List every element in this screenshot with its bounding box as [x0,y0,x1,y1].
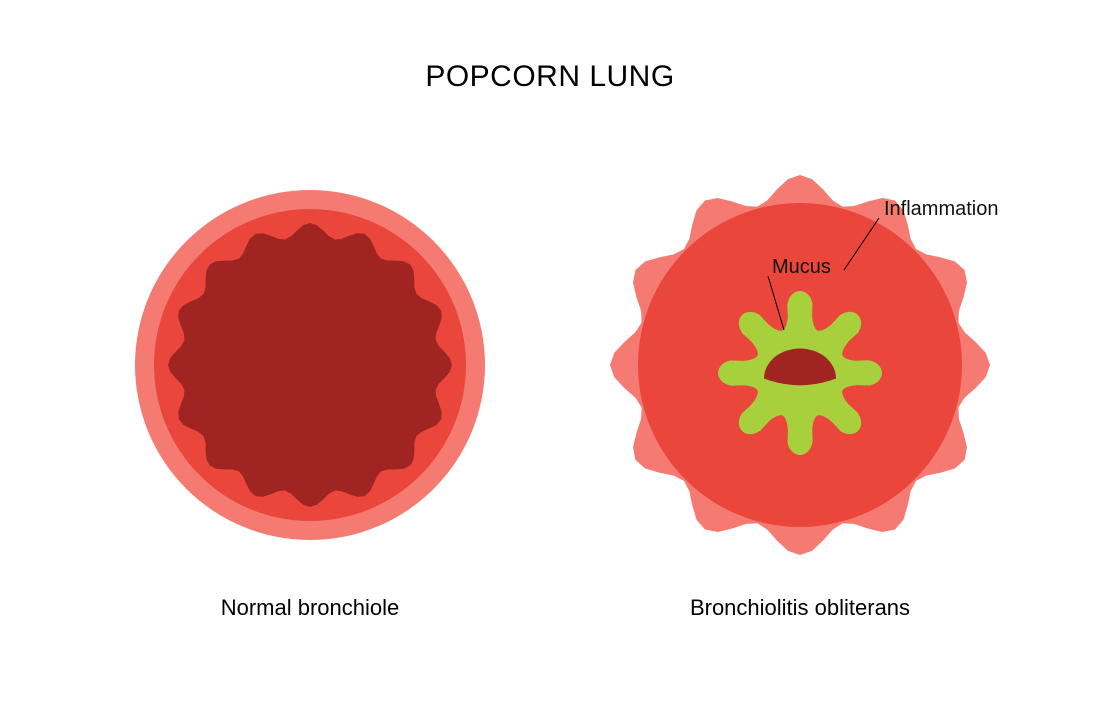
normal-lumen [168,223,452,507]
diseased-bronchiole-panel [600,165,1000,565]
normal-bronchiole-panel [130,185,490,545]
diagram-stage: POPCORN LUNG Normal bronchiole Bronchiol… [0,0,1100,717]
normal-caption: Normal bronchiole [130,595,490,621]
diseased-caption: Bronchiolitis obliterans [600,595,1000,621]
normal-bronchiole-svg [130,185,490,545]
diseased-bronchiole-svg [600,165,1000,565]
diagram-title: POPCORN LUNG [0,60,1100,94]
label-mucus: Mucus [772,256,831,279]
label-inflammation: Inflammation [884,198,999,221]
